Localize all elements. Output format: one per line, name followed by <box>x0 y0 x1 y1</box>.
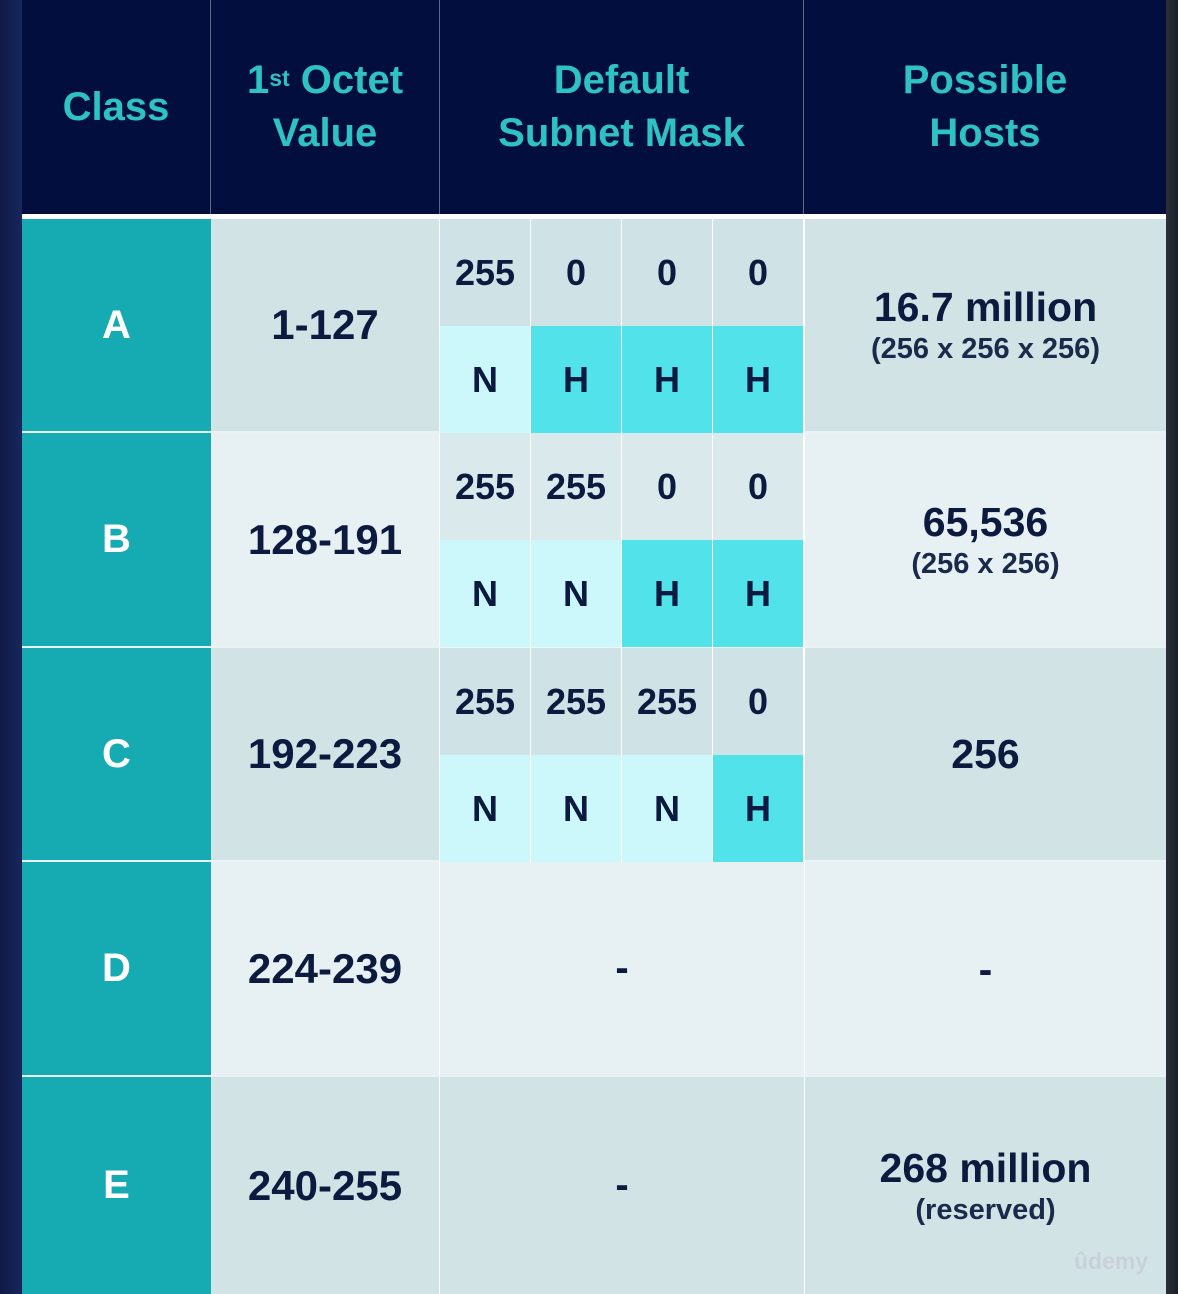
network-portion-cell: N <box>440 755 531 862</box>
header-octet: 1st Octet Value <box>211 0 440 214</box>
octet-range: 128-191 <box>247 515 403 563</box>
hosts-count: - <box>978 945 993 992</box>
class-label: A <box>102 302 131 347</box>
header-divider <box>22 214 1166 219</box>
hosts-count: 268 million <box>879 1144 1092 1191</box>
mask-octet: 255 <box>440 648 531 755</box>
ip-class-table: Class 1st Octet Value Default Subnet Mas… <box>22 0 1166 1294</box>
mask-octet: 255 <box>440 433 531 540</box>
mask-octet: 0 <box>713 433 804 540</box>
octet-range: 240-255 <box>247 1161 403 1209</box>
host-portion-cell: H <box>622 326 713 433</box>
octet-range: 1-127 <box>271 301 379 348</box>
hosts-cell: - <box>804 862 1166 1077</box>
class-cell: D <box>22 862 211 1077</box>
mask-dash: - <box>615 946 629 990</box>
header-class: Class <box>22 0 211 214</box>
class-cell: E <box>22 1077 211 1294</box>
octet-range-cell: 240-255 <box>211 1077 440 1294</box>
class-cell: C <box>22 648 211 862</box>
host-portion-cell: H <box>713 755 804 862</box>
network-portion-cell: N <box>440 326 531 433</box>
header-octet-word: Octet <box>289 58 404 102</box>
mask-octet: 0 <box>531 219 622 326</box>
header-mask-line2: Subnet Mask <box>498 111 745 155</box>
mask-octet: 0 <box>622 219 713 326</box>
hosts-count: 65,536 <box>922 498 1049 545</box>
right-border <box>1166 0 1178 1294</box>
octet-range-cell: 224-239 <box>211 862 440 1077</box>
header-hosts: Possible Hosts <box>804 0 1166 214</box>
header-octet-number: 1 <box>246 58 270 102</box>
class-label: D <box>102 946 131 990</box>
hosts-cell: 256 <box>804 648 1166 862</box>
mask-octet: 255 <box>531 648 622 755</box>
octet-range-cell: 128-191 <box>211 433 440 648</box>
header-hosts-line1: Possible <box>902 58 1068 102</box>
header-octet-line2: Value <box>272 111 378 155</box>
class-cell: B <box>22 433 211 648</box>
header-mask-line1: Default <box>553 58 690 102</box>
hosts-formula: (256 x 256) <box>911 547 1060 580</box>
octet-range-cell: 1-127 <box>211 219 440 433</box>
header-hosts-line2: Hosts <box>929 111 1041 155</box>
octet-range: 224-239 <box>247 944 403 992</box>
host-portion-cell: H <box>713 540 804 647</box>
udemy-watermark: ûdemy <box>1074 1248 1149 1274</box>
hosts-note: (reserved) <box>915 1193 1056 1226</box>
network-portion-cell: N <box>622 755 713 862</box>
host-portion-cell: H <box>622 540 713 647</box>
octet-range-cell: 192-223 <box>211 648 440 862</box>
octet-range: 192-223 <box>247 730 403 777</box>
header-mask: Default Subnet Mask <box>440 0 804 214</box>
hosts-cell: 65,536 (256 x 256) <box>804 433 1166 648</box>
class-label: C <box>102 731 131 776</box>
hosts-formula: (256 x 256 x 256) <box>871 333 1100 365</box>
class-label: B <box>102 517 131 561</box>
network-portion-cell: N <box>440 540 531 647</box>
mask-octet: 255 <box>531 433 622 540</box>
network-portion-cell: N <box>531 540 622 647</box>
hosts-count: 16.7 million <box>873 284 1098 330</box>
mask-octet: 255 <box>622 648 713 755</box>
hosts-cell: 16.7 million (256 x 256 x 256) <box>804 219 1166 433</box>
mask-octet: 0 <box>713 219 804 326</box>
class-cell: A <box>22 219 211 433</box>
mask-octet: 0 <box>622 433 713 540</box>
mask-dash: - <box>615 1163 629 1207</box>
host-portion-cell: H <box>531 326 622 433</box>
mask-octet: 255 <box>440 219 531 326</box>
hosts-count: 256 <box>951 731 1020 777</box>
network-portion-cell: N <box>531 755 622 862</box>
class-label: E <box>103 1163 130 1207</box>
header-octet-sup: st <box>269 65 290 91</box>
header-octet-line1: 1st Octet <box>247 54 403 107</box>
mask-cell: - <box>440 862 804 1077</box>
mask-octet: 0 <box>713 648 804 755</box>
host-portion-cell: H <box>713 326 804 433</box>
header-class-label: Class <box>62 84 170 129</box>
left-border <box>0 0 22 1294</box>
mask-cell: - <box>440 1077 804 1294</box>
hosts-cell: 268 million (reserved) <box>804 1077 1166 1294</box>
